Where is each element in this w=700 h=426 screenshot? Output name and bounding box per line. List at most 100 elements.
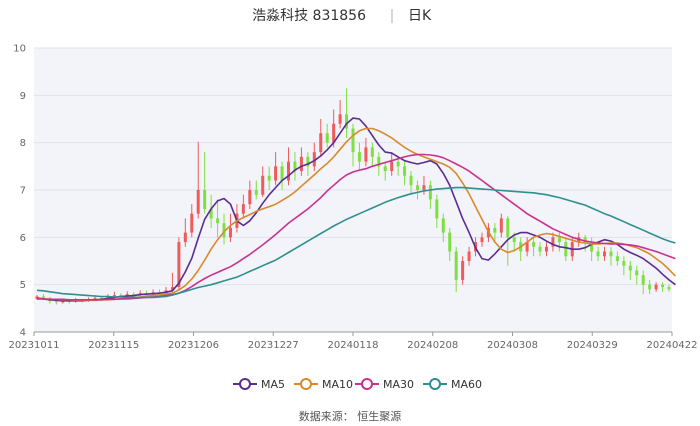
candle [403, 161, 407, 186]
candle-body [532, 242, 536, 247]
candle-body [319, 133, 323, 153]
candle-body [383, 166, 387, 172]
candle-body [345, 114, 349, 129]
candle [216, 199, 220, 238]
candle [551, 232, 555, 252]
candle [499, 213, 503, 238]
candle [615, 251, 619, 266]
candle [364, 137, 368, 167]
candle-body [222, 223, 226, 238]
candle [319, 119, 323, 157]
candle-body [35, 296, 39, 299]
x-tick-label: 20240118 [328, 340, 379, 351]
candle-body [274, 166, 278, 181]
candle [357, 142, 361, 172]
candle-body [196, 190, 200, 214]
candle [287, 147, 291, 186]
chart-period: 日K [408, 8, 432, 24]
candle [538, 242, 542, 257]
candle [299, 147, 303, 176]
candle [654, 282, 658, 292]
candle-body [267, 175, 271, 181]
candle [332, 109, 336, 148]
candle-body [228, 227, 232, 238]
candle [661, 282, 665, 292]
candle-body [403, 166, 407, 176]
candle [564, 237, 568, 261]
candle [493, 223, 497, 243]
candle-body [125, 294, 129, 297]
chart-title: 浩淼科技 831856 [252, 8, 366, 24]
candle-body [583, 237, 587, 243]
candle [409, 171, 413, 195]
candle-body [441, 218, 445, 233]
candle-body [54, 301, 58, 303]
candle-body [667, 287, 671, 290]
candle [641, 270, 645, 295]
candle-body [312, 152, 316, 167]
candle-body [377, 156, 381, 167]
candle-body [506, 218, 510, 238]
candle [338, 100, 342, 129]
candle [544, 242, 548, 257]
candle-body [467, 251, 471, 261]
candle-body [170, 287, 174, 291]
legend-label: MA5 [261, 378, 285, 391]
candle-body [351, 128, 355, 153]
candle [441, 213, 445, 243]
y-tick-label: 5 [20, 280, 26, 291]
candle-body [622, 261, 626, 266]
x-tick-label: 20231115 [88, 340, 139, 351]
candle-body [661, 284, 665, 288]
legend-swatch-marker [239, 378, 251, 390]
x-tick-label: 20231227 [248, 340, 299, 351]
candle-body [648, 284, 652, 290]
candle-body [525, 242, 529, 252]
candle [345, 88, 349, 138]
candle-body [590, 242, 594, 252]
ma-lines [36, 117, 676, 302]
candles [35, 88, 671, 305]
x-axis: 20231011 20231115 20231206 20231227 20240118… [9, 331, 697, 351]
candle-body [557, 237, 561, 243]
legend-item-ma5[interactable]: MA5 [233, 378, 285, 391]
data-source: 数据来源： 恒生聚源 [299, 409, 402, 423]
candle-body [641, 275, 645, 285]
candle [390, 152, 394, 176]
candle-body [306, 156, 310, 167]
candle [590, 237, 594, 261]
candle [177, 237, 181, 290]
legend-label: MA10 [322, 378, 353, 391]
candle [596, 246, 600, 261]
candle [370, 142, 374, 167]
candle [267, 166, 271, 190]
y-axis: 4 5 6 7 8 9 10 [13, 44, 26, 339]
candle [325, 123, 329, 148]
candle-body [480, 237, 484, 243]
candle-body [293, 161, 297, 172]
candle [170, 272, 174, 292]
candle [415, 180, 419, 200]
legend-item-ma60[interactable]: MA60 [423, 378, 482, 391]
y-tick-label: 9 [20, 91, 26, 102]
x-tick-label: 20240308 [487, 340, 538, 351]
candle-body [177, 242, 181, 288]
y-tick-label: 8 [20, 138, 26, 149]
series-line-ma10 [36, 127, 676, 302]
candle-body [409, 175, 413, 186]
candle-body [493, 227, 497, 233]
candle [667, 284, 671, 292]
candle [280, 161, 284, 190]
candle [532, 237, 536, 257]
candle-body [603, 251, 607, 257]
x-tick-label: 20231206 [168, 340, 219, 351]
legend-item-ma30[interactable]: MA30 [355, 378, 414, 391]
candle-body [357, 152, 361, 162]
candle-body [338, 114, 342, 124]
legend-swatch-marker [429, 378, 441, 390]
candle [428, 180, 432, 209]
candle [648, 279, 652, 295]
candle [274, 152, 278, 186]
legend-item-ma10[interactable]: MA10 [294, 378, 353, 391]
candle [396, 156, 400, 176]
